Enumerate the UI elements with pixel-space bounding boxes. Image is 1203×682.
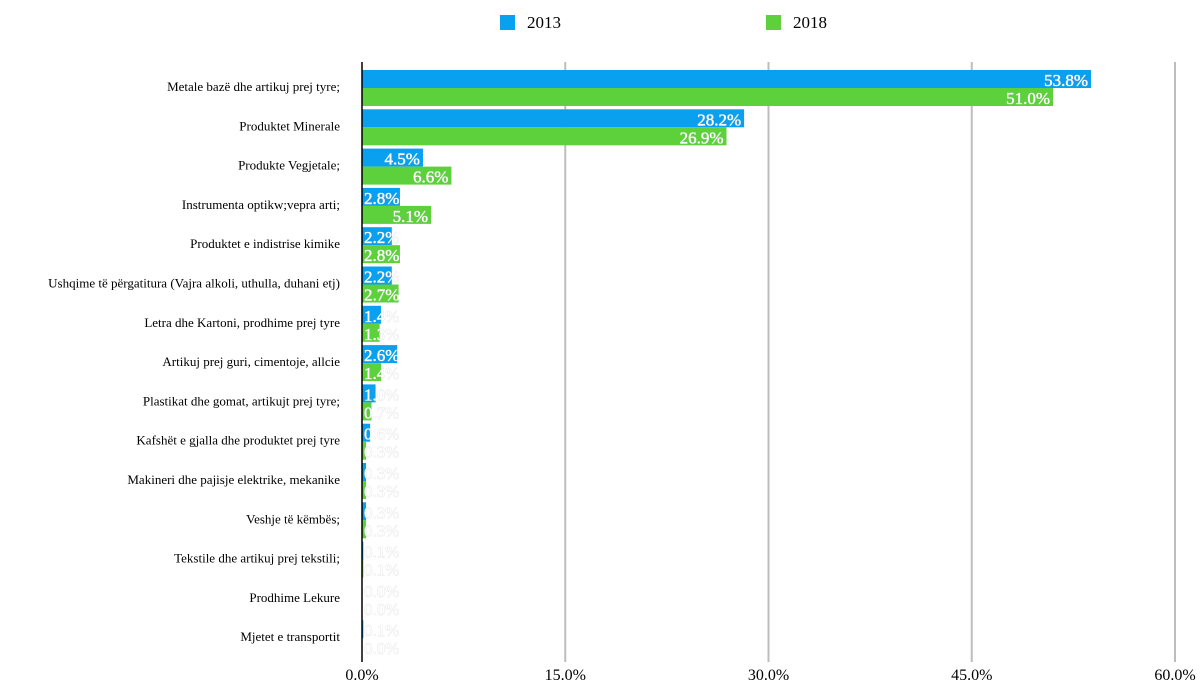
x-tick-label: 30.0% <box>748 667 789 682</box>
category-label: Mjetet e transportit <box>240 629 340 644</box>
category-label: Plastikat dhe gomat, artikujt prej tyre; <box>143 393 340 408</box>
bar-2018 <box>362 166 452 185</box>
legend-swatch <box>500 15 515 30</box>
category-label: Makineri dhe pajisje elektrike, mekanike <box>127 472 340 487</box>
bar-2013 <box>362 345 398 364</box>
category-label: Produkte Vegjetale; <box>238 158 340 173</box>
category-label: Instrumenta optikw;vepra arti; <box>182 197 340 212</box>
category-label: Veshje të këmbës; <box>246 511 340 526</box>
data-label: 0.3% <box>364 482 399 501</box>
bar-2018 <box>362 363 381 382</box>
data-label: 2.2% <box>364 228 399 247</box>
data-label: 0.0% <box>364 600 399 619</box>
data-label: 5.1% <box>393 207 428 226</box>
data-label: 28.2% <box>697 110 741 129</box>
category-label: Metale bazë dhe artikuj prej tyre; <box>167 79 340 94</box>
bar-2018 <box>362 88 1054 106</box>
legend-label: 2013 <box>527 13 561 32</box>
legend-swatch <box>766 15 781 30</box>
bar-2018 <box>362 402 372 421</box>
bar-2018 <box>362 284 399 303</box>
bar-2013 <box>362 463 367 481</box>
category-label: Prodhime Lekure <box>249 590 340 605</box>
data-label: 53.8% <box>1044 71 1088 90</box>
data-label: 0.0% <box>364 639 399 658</box>
data-label: 0.3% <box>364 464 399 483</box>
bar-2013 <box>362 266 392 285</box>
data-label: 1.0% <box>364 385 399 404</box>
data-label: 2.6% <box>364 346 399 365</box>
bar-2018 <box>362 323 380 342</box>
data-label: 1.4% <box>364 364 399 383</box>
x-tick-label: 60.0% <box>1154 667 1195 682</box>
data-label: 0.1% <box>364 621 399 640</box>
bar-2018 <box>362 441 367 460</box>
bar-2018 <box>362 520 367 539</box>
data-label: 1.4% <box>364 307 399 326</box>
data-label: 0.0% <box>364 582 399 601</box>
bar-2013 <box>362 305 381 324</box>
data-label: 4.5% <box>385 150 420 169</box>
bars <box>362 70 1091 639</box>
tick-labels: 0.0% 15.0% 30.0% 45.0% 60.0% <box>345 667 1195 682</box>
bar-2013 <box>362 502 367 521</box>
data-label: 2.2% <box>364 268 399 287</box>
bar-2018 <box>362 205 432 224</box>
category-label: Ushqime të përgatitura (Vajra alkoli, ut… <box>48 276 340 291</box>
data-label: 0.7% <box>364 403 399 422</box>
category-labels: Metale bazë dhe artikuj prej tyre; Produk… <box>48 79 340 644</box>
bar-2013 <box>362 148 423 167</box>
data-labels: 53.8%51.0%28.2%26.9%4.5%6.6%2.8%5.1%2.2%… <box>364 71 1089 659</box>
data-label: 0.1% <box>364 561 399 580</box>
category-label: Artikuj prej guri, cimentoje, allcie <box>162 354 340 369</box>
bar-2018 <box>362 127 727 146</box>
bar-2013 <box>362 70 1091 88</box>
bar-2013 <box>362 384 376 403</box>
data-label: 0.3% <box>364 503 399 522</box>
x-tick-label: 0.0% <box>345 667 378 682</box>
data-label: 0.1% <box>364 543 399 562</box>
data-label: 2.8% <box>364 246 399 265</box>
legend-label: 2018 <box>793 13 827 32</box>
legend: 2013 2018 <box>500 13 827 32</box>
data-label: 26.9% <box>680 128 724 147</box>
bar-2013 <box>362 423 371 442</box>
data-label: 51.0% <box>1006 89 1050 108</box>
category-label: Letra dhe Kartoni, prodhime prej tyre <box>144 315 340 330</box>
x-tick-label: 45.0% <box>951 667 992 682</box>
data-label: 1.3% <box>364 325 399 344</box>
bar-2018 <box>362 245 400 264</box>
category-label: Tekstile dhe artikuj prej tekstili; <box>174 551 340 566</box>
data-label: 0.3% <box>364 443 399 462</box>
bar-2013 <box>362 109 745 128</box>
category-label: Produktet e indistrise kimike <box>190 236 340 251</box>
bar-2018 <box>362 481 367 499</box>
data-label: 2.8% <box>364 189 399 208</box>
bar-2013 <box>362 187 400 206</box>
bar-2013 <box>362 227 392 246</box>
data-label: 6.6% <box>413 168 448 187</box>
data-label: 2.7% <box>364 286 399 305</box>
gridlines <box>564 62 1176 662</box>
data-label: 0.6% <box>364 425 399 444</box>
category-label: Produktet Minerale <box>239 118 340 133</box>
data-label: 0.3% <box>364 521 399 540</box>
x-tick-label: 15.0% <box>545 667 586 682</box>
category-label: Kafshët e gjalla dhe produktet prej tyre <box>136 433 340 448</box>
